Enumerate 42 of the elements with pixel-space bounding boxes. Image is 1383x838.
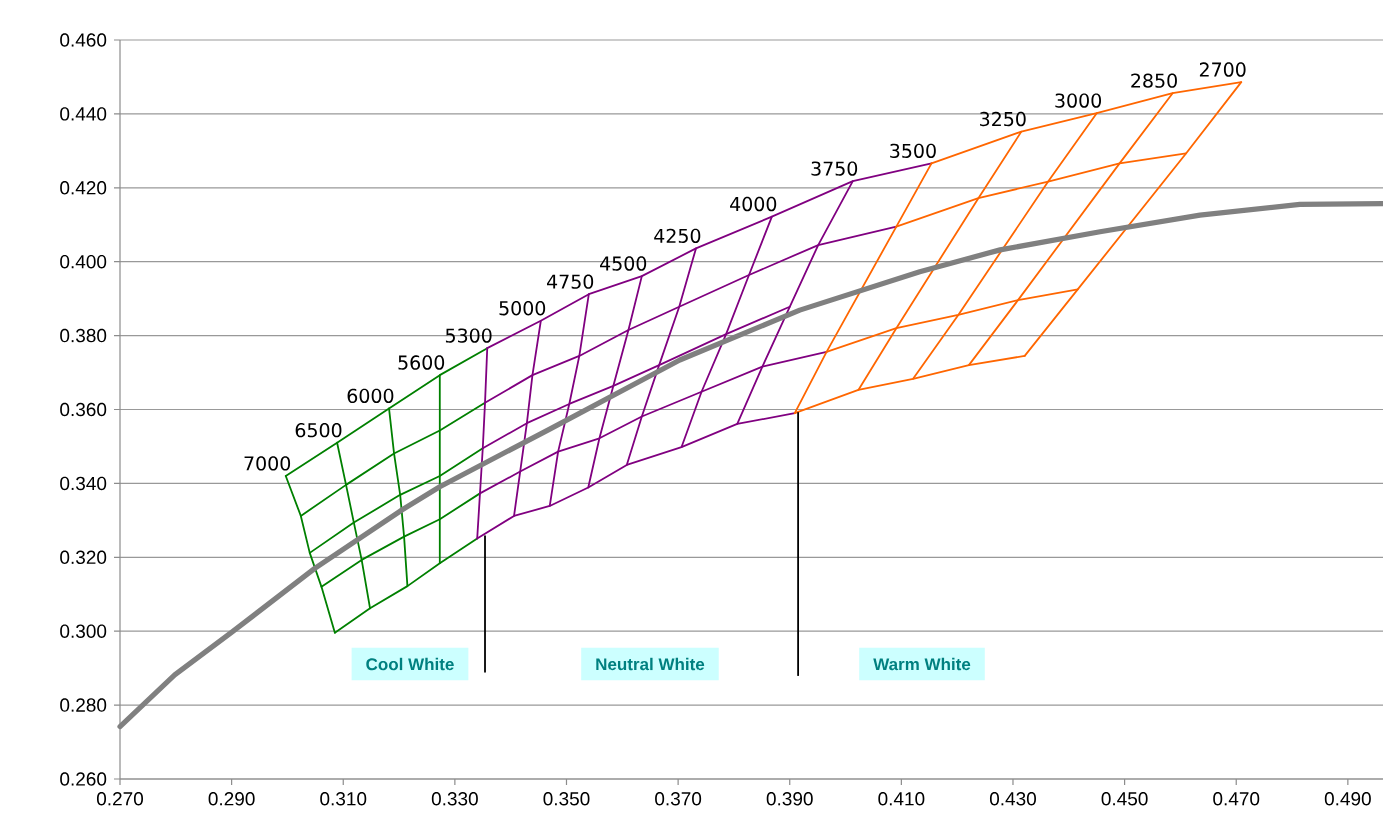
annotation: 6000 — [347, 388, 394, 403]
annotation: 5600 — [398, 355, 445, 370]
annotation: Neutral White — [596, 657, 705, 671]
x-tick-label: 0.410 — [878, 792, 925, 806]
y-tick-label: 0.320 — [60, 550, 107, 565]
y-tick-label: 0.300 — [60, 624, 107, 638]
annotation: 7000 — [244, 456, 291, 471]
annotation: Warm White — [873, 657, 971, 671]
annotation: 4500 — [600, 256, 647, 271]
y-tick-label: 0.460 — [60, 33, 107, 47]
annotation: 2700 — [1199, 62, 1246, 77]
x-tick-label: 0.290 — [208, 792, 255, 806]
x-tick-label: 0.370 — [655, 792, 702, 806]
y-tick-label: 0.280 — [60, 698, 107, 712]
annotation: 2850 — [1131, 73, 1177, 88]
y-tick-label: 0.420 — [60, 181, 107, 195]
annotation: 5000 — [499, 301, 546, 316]
x-tick-label: 0.310 — [320, 792, 367, 806]
y-tick-label: 0.360 — [60, 402, 107, 417]
annotation: 5300 — [445, 328, 492, 343]
x-tick-label: 0.390 — [766, 792, 813, 806]
y-tick-label: 0.380 — [60, 328, 107, 343]
x-tick-label: 0.490 — [1324, 792, 1371, 806]
y-tick-label: 0.260 — [60, 772, 107, 786]
annotation: 4750 — [547, 274, 594, 289]
annotation: 3250 — [980, 111, 1026, 127]
x-tick-label: 0.270 — [96, 792, 144, 806]
y-tick-label: 0.440 — [60, 107, 107, 121]
annotation: 3500 — [890, 143, 936, 159]
x-tick-label: 0.470 — [1213, 792, 1260, 806]
y-tick-label: 0.340 — [60, 476, 107, 491]
annotation: 3000 — [1055, 93, 1102, 108]
annotation: 6500 — [295, 422, 342, 438]
annotation: 3750 — [811, 161, 858, 176]
x-tick-label: 0.330 — [431, 792, 478, 806]
annotation: 4250 — [654, 228, 701, 244]
annotation: 4000 — [730, 196, 777, 212]
y-tick-label: 0.400 — [60, 254, 107, 269]
annotation: Cool White — [366, 657, 454, 671]
x-tick-label: 0.450 — [1101, 792, 1148, 806]
x-tick-label: 0.430 — [989, 792, 1036, 806]
x-tick-label: 0.350 — [543, 792, 590, 806]
